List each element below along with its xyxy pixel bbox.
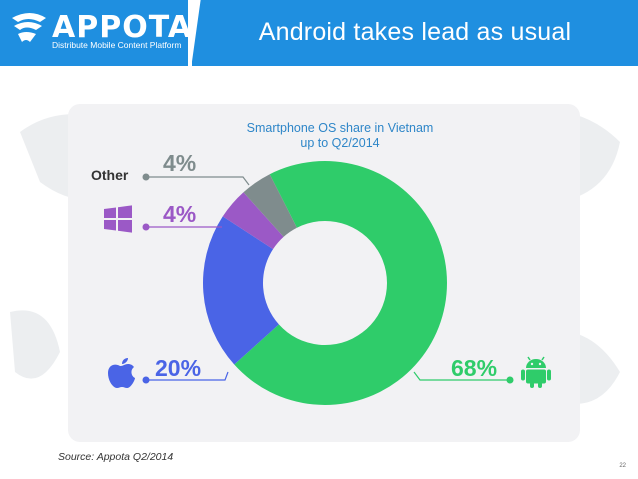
leader-dot-other xyxy=(142,173,150,181)
brand-name: APPOTA xyxy=(52,10,193,45)
chart-title-line-2: up to Q2/2014 xyxy=(300,136,380,150)
brand-logo: APPOTA Distribute Mobile Content Platfor… xyxy=(0,0,191,66)
appota-logo-icon xyxy=(12,13,46,42)
slice-ios xyxy=(202,216,279,365)
slice-windows-phone xyxy=(222,192,284,250)
slide-title: Android takes lead as usual xyxy=(258,18,572,46)
legend-other-text: Other xyxy=(91,167,129,183)
leader-line-android xyxy=(413,371,510,381)
data-label-ios: 20% xyxy=(155,355,202,381)
chart-title: Smartphone OS share in Vietnam up to Q2/… xyxy=(190,121,490,151)
source-note: Source: Appota Q2/2014 xyxy=(58,451,174,463)
leader-line-other xyxy=(146,176,250,186)
leader-dot-ios xyxy=(142,376,150,384)
leader-line-ios xyxy=(146,371,229,381)
data-label-other: 4% xyxy=(163,150,197,176)
slide-header: APPOTA Distribute Mobile Content Platfor… xyxy=(0,0,638,72)
windows-icon xyxy=(104,205,132,233)
data-label-android: 68% xyxy=(451,355,498,381)
brand-tagline: Distribute Mobile Content Platform xyxy=(52,40,182,50)
apple-icon xyxy=(108,358,135,388)
leader-dot-windows xyxy=(142,223,150,231)
page-number: 22 xyxy=(619,463,626,469)
slice-android xyxy=(234,160,447,405)
data-label-windows: 4% xyxy=(163,201,197,227)
slice-other xyxy=(243,174,297,237)
title-bar: Android takes lead as usual xyxy=(192,0,638,66)
android-icon xyxy=(521,356,551,388)
leader-dot-android xyxy=(506,376,514,384)
chart-title-line-1: Smartphone OS share in Vietnam xyxy=(246,121,434,135)
